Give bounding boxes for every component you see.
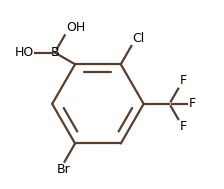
Text: HO: HO bbox=[14, 46, 34, 59]
Text: F: F bbox=[179, 74, 187, 88]
Text: B: B bbox=[50, 46, 59, 59]
Text: Cl: Cl bbox=[132, 32, 144, 45]
Text: Br: Br bbox=[57, 163, 71, 176]
Text: F: F bbox=[189, 97, 196, 110]
Text: F: F bbox=[179, 120, 187, 133]
Text: OH: OH bbox=[66, 21, 85, 34]
